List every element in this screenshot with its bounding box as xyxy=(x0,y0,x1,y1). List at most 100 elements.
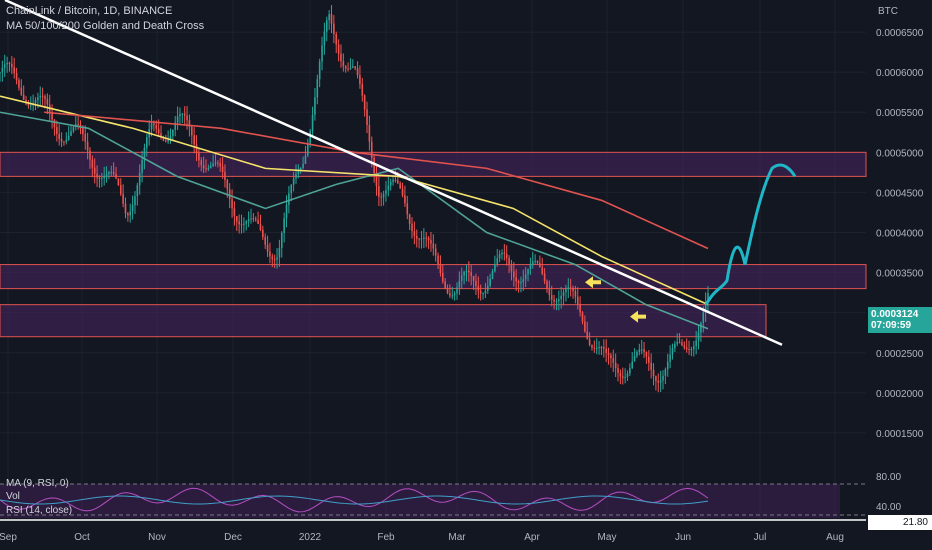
candle-body xyxy=(89,150,91,160)
candle-body xyxy=(344,66,347,69)
candle-body xyxy=(243,223,245,225)
candle-body xyxy=(67,135,70,140)
candle-body xyxy=(240,224,243,226)
candle-body xyxy=(522,279,525,283)
candle-body xyxy=(458,280,461,288)
candle-body xyxy=(451,295,454,297)
candle-body xyxy=(683,345,686,348)
candle-body xyxy=(501,252,503,255)
time-axis[interactable]: Sep Oct Nov Dec 2022 Feb Mar Apr May Jun Jul Aug xyxy=(0,532,844,543)
candle-body xyxy=(63,141,65,143)
vol-label[interactable]: Vol xyxy=(6,491,20,502)
candle-body xyxy=(567,287,570,289)
candle-body xyxy=(482,293,484,295)
candle-body xyxy=(666,361,669,370)
price-axis[interactable]: BTC 0.0006500 0.0006000 0.0005500 0.0005000 0… xyxy=(876,6,924,440)
candle-body xyxy=(60,138,63,142)
candle-body xyxy=(572,287,574,292)
bar-countdown: 07:09:59 xyxy=(871,320,912,331)
candle-body xyxy=(77,124,79,126)
candle-body xyxy=(621,376,624,378)
candle-body xyxy=(278,247,281,258)
candle-body xyxy=(605,348,607,353)
candle-body xyxy=(389,181,392,186)
candle-body xyxy=(321,45,323,62)
candle-body xyxy=(285,204,288,219)
candle-body xyxy=(110,171,113,173)
candle-body xyxy=(558,299,560,302)
symbol-title[interactable]: ChainLink / Bitcoin, 1D, BINANCE xyxy=(6,5,173,17)
candle-body xyxy=(415,236,418,239)
candle-body xyxy=(6,62,8,65)
candle-body xyxy=(404,195,406,204)
indicator-legend[interactable]: MA 50/100/200 Golden and Death Cross xyxy=(6,20,205,32)
candle-body xyxy=(297,170,300,174)
candle-body xyxy=(515,277,518,282)
candle-body xyxy=(588,339,591,345)
candle-body xyxy=(394,179,397,181)
candle-body xyxy=(250,218,252,220)
candle-body xyxy=(529,264,532,270)
candle-body xyxy=(534,260,536,262)
candle-body xyxy=(366,109,368,126)
candle-body xyxy=(72,127,75,132)
candle-body xyxy=(119,185,122,194)
candle-body xyxy=(427,237,430,241)
marker-arrow-icon xyxy=(630,310,646,323)
candle-body xyxy=(607,352,610,356)
candle-body xyxy=(273,259,276,261)
candle-body xyxy=(392,179,394,182)
candle-body xyxy=(508,258,510,265)
candle-body xyxy=(22,94,25,100)
candle-body xyxy=(581,312,584,322)
candle-body xyxy=(579,304,581,313)
candle-body xyxy=(645,351,648,357)
candle-body xyxy=(288,193,290,205)
candle-body xyxy=(494,264,496,272)
grid-lines xyxy=(0,0,866,520)
candle-body xyxy=(1,67,4,73)
candle-body xyxy=(463,271,465,276)
candle-body xyxy=(539,262,541,268)
candle-body xyxy=(209,165,212,169)
candle-body xyxy=(124,203,127,214)
candle-body xyxy=(595,347,598,349)
y-tick-label: 0.0002000 xyxy=(876,389,924,400)
candle-body xyxy=(524,274,527,280)
candle-body xyxy=(669,354,671,362)
candle-body xyxy=(659,380,662,383)
candle-body xyxy=(503,252,506,254)
candle-body xyxy=(46,99,49,105)
candle-body xyxy=(636,351,638,357)
rsi-ma-label[interactable]: MA (9, RSI, 0) xyxy=(6,478,69,489)
rsi-label[interactable]: RSI (14, close) xyxy=(6,505,73,516)
candle-body xyxy=(262,229,264,238)
candle-body xyxy=(617,367,619,373)
candle-body xyxy=(157,128,160,134)
x-tick-label: Dec xyxy=(224,532,242,543)
candle-body xyxy=(676,341,679,344)
candle-body xyxy=(565,288,567,293)
candle-body xyxy=(593,347,596,349)
candle-body xyxy=(375,173,378,187)
candle-body xyxy=(143,147,146,160)
candle-body xyxy=(690,349,693,351)
candle-body xyxy=(664,369,667,376)
candle-body xyxy=(484,290,487,294)
candle-body xyxy=(136,185,139,197)
candle-body xyxy=(359,75,361,85)
candle-body xyxy=(562,292,565,296)
y-tick-label: 0.0002500 xyxy=(876,349,924,360)
candle-body xyxy=(276,257,278,260)
candle-body xyxy=(129,211,132,216)
candle-body xyxy=(96,173,98,178)
candle-body xyxy=(3,64,6,68)
candle-body xyxy=(103,176,105,179)
candle-body xyxy=(238,221,240,225)
last-price: 0.0003124 xyxy=(871,309,919,320)
ma-line xyxy=(44,111,709,250)
candle-body xyxy=(101,178,103,180)
candle-body xyxy=(652,369,655,377)
candle-body xyxy=(330,14,333,24)
